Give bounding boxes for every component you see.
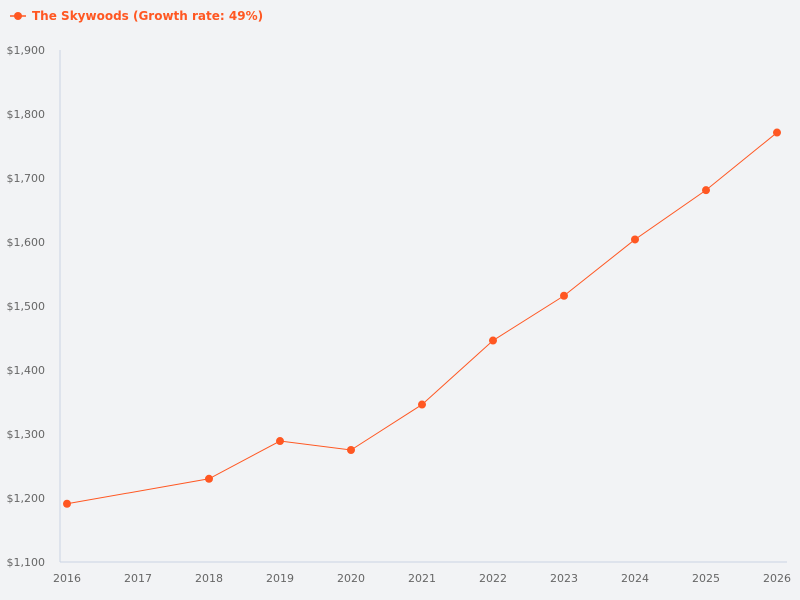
y-tick-label: $1,200: [7, 492, 46, 505]
x-tick-label: 2019: [266, 572, 294, 585]
data-point: [631, 235, 639, 244]
x-tick-label: 2026: [763, 572, 791, 585]
y-tick-label: $1,300: [7, 428, 46, 441]
x-tick-label: 2017: [124, 572, 152, 585]
data-point: [773, 128, 781, 137]
legend-label: The Skywoods (Growth rate: 49%): [32, 9, 264, 23]
data-point: [205, 474, 213, 483]
data-point: [347, 446, 355, 454]
y-tick-label: $1,900: [7, 44, 46, 57]
data-point: [489, 336, 497, 345]
data-point: [276, 437, 284, 446]
y-tick-label: $1,500: [7, 300, 46, 313]
x-tick-label: 2016: [53, 572, 81, 585]
data-point: [702, 186, 710, 195]
x-tick-label: 2024: [621, 572, 649, 585]
y-tick-label: $1,100: [7, 556, 46, 569]
x-tick-label: 2025: [692, 572, 720, 585]
x-tick-label: 2023: [550, 572, 578, 585]
x-tick-label: 2018: [195, 572, 223, 585]
data-point: [560, 291, 568, 300]
legend-marker-icon: [10, 12, 26, 20]
y-tick-label: $1,400: [7, 364, 46, 377]
y-tick-label: $1,600: [7, 236, 46, 249]
y-tick-label: $1,800: [7, 108, 46, 121]
y-tick-label: $1,700: [7, 172, 46, 185]
data-point: [418, 400, 426, 409]
x-tick-label: 2021: [408, 572, 436, 585]
data-point: [63, 499, 71, 508]
legend[interactable]: The Skywoods (Growth rate: 49%): [10, 9, 263, 23]
x-tick-label: 2020: [337, 572, 365, 585]
series-line: [66, 132, 778, 505]
x-tick-label: 2022: [479, 572, 507, 585]
